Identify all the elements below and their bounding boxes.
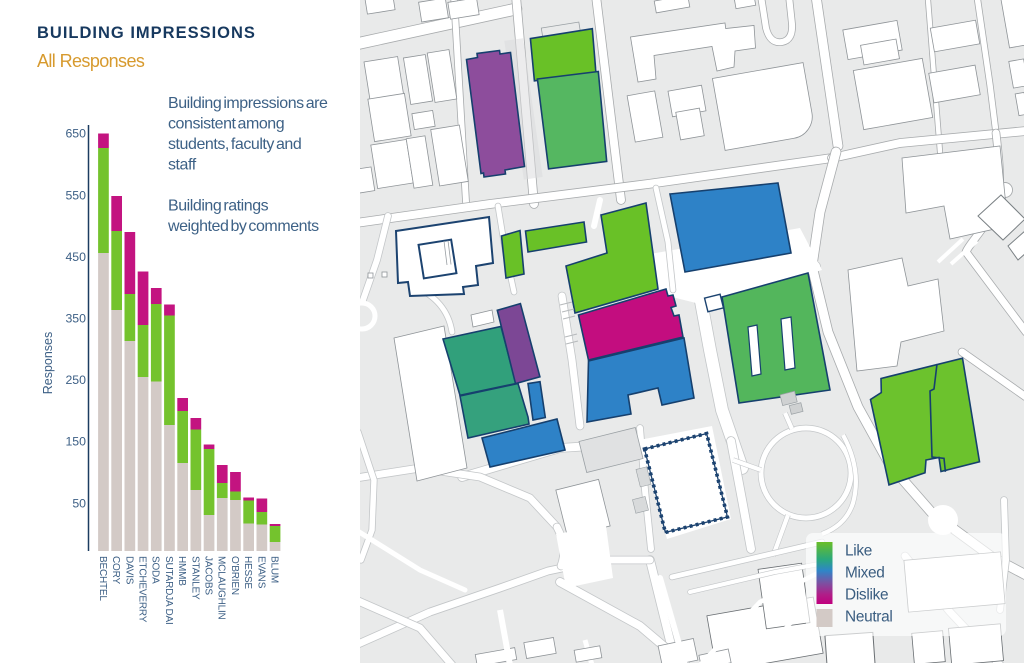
- svg-text:MCLAUGHLIN: MCLAUGHLIN: [216, 556, 227, 620]
- svg-text:CORY: CORY: [110, 556, 121, 584]
- svg-text:BECHTEL: BECHTEL: [97, 556, 108, 601]
- svg-text:weighted by comments: weighted by comments: [167, 218, 319, 235]
- svg-text:O'BRIEN: O'BRIEN: [229, 556, 240, 595]
- svg-text:students, faculty and: students, faculty and: [168, 136, 301, 153]
- svg-text:350: 350: [65, 311, 86, 325]
- svg-text:EVANS: EVANS: [255, 556, 266, 589]
- svg-text:50: 50: [72, 496, 86, 510]
- svg-text:Building impressions are: Building impressions are: [168, 95, 328, 112]
- svg-text:HESSE: HESSE: [242, 556, 253, 589]
- svg-text:DAVIS: DAVIS: [123, 556, 134, 585]
- svg-text:650: 650: [65, 126, 86, 140]
- svg-text:250: 250: [65, 373, 86, 387]
- svg-text:450: 450: [65, 250, 86, 264]
- svg-text:Building ratings: Building ratings: [168, 198, 269, 215]
- svg-text:SODA: SODA: [150, 556, 161, 584]
- svg-text:STANLEY: STANLEY: [189, 556, 200, 600]
- svg-text:JACOBS: JACOBS: [203, 556, 214, 595]
- svg-text:HMMB: HMMB: [176, 556, 187, 586]
- svg-text:ETCHEVERRY: ETCHEVERRY: [137, 556, 148, 623]
- svg-text:Responses: Responses: [41, 332, 55, 395]
- svg-text:550: 550: [65, 188, 86, 202]
- svg-text:BUILDING IMPRESSIONS: BUILDING IMPRESSIONS: [37, 24, 256, 42]
- svg-text:Mixed: Mixed: [845, 565, 885, 582]
- svg-text:Like: Like: [845, 543, 872, 560]
- svg-text:Neutral: Neutral: [845, 609, 893, 626]
- svg-text:BLUM: BLUM: [269, 556, 280, 583]
- svg-text:150: 150: [65, 435, 86, 449]
- svg-text:consistent among: consistent among: [168, 116, 284, 133]
- svg-text:Dislike: Dislike: [845, 587, 888, 604]
- svg-text:staff: staff: [168, 157, 197, 174]
- svg-text:SUTARDJA DAI: SUTARDJA DAI: [163, 556, 174, 625]
- svg-text:All Responses: All Responses: [37, 51, 145, 71]
